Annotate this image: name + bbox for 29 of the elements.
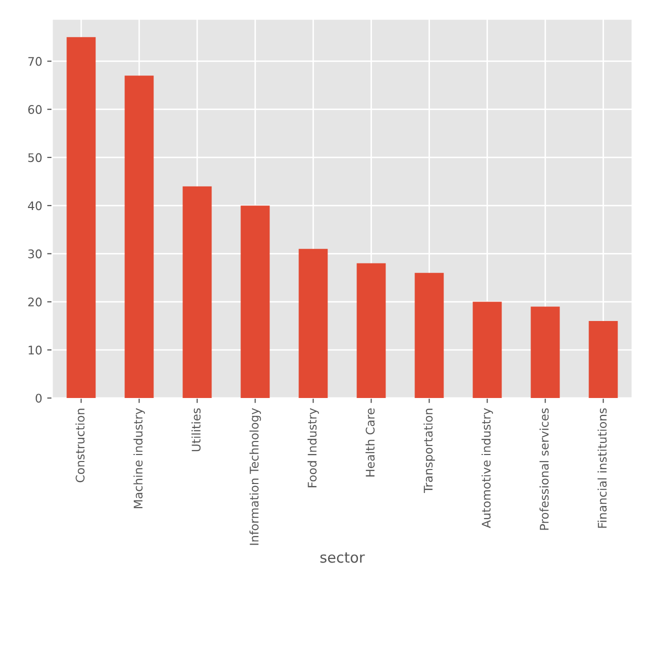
y-tick-label: 40 bbox=[28, 201, 42, 210]
x-tick-label: Automotive industry bbox=[482, 408, 493, 528]
y-tick-label: 70 bbox=[28, 56, 42, 66]
x-tick-label: Transportation bbox=[424, 408, 435, 494]
bar bbox=[472, 302, 502, 398]
bar bbox=[182, 186, 212, 398]
y-tick-label: 20 bbox=[28, 298, 42, 306]
x-tick-label: Utilities bbox=[191, 408, 201, 452]
bar bbox=[356, 263, 386, 398]
bar bbox=[414, 272, 444, 398]
x-tick-label: Financial institutions bbox=[598, 408, 607, 528]
x-axis-title: sector bbox=[320, 552, 365, 563]
x-tick-label: Construction bbox=[75, 408, 85, 482]
y-tick-label: 0 bbox=[36, 394, 42, 403]
x-tick-label: Health Care bbox=[366, 408, 375, 476]
x-tick-label: Information Technology bbox=[249, 408, 261, 545]
bar bbox=[298, 248, 328, 398]
y-tick-label: 60 bbox=[28, 105, 42, 114]
x-tick-label: Machine industry bbox=[133, 408, 145, 508]
bar bbox=[530, 306, 560, 398]
x-tick-label: Professional services bbox=[540, 408, 549, 530]
y-tick-label: 30 bbox=[28, 249, 42, 258]
bar bbox=[588, 321, 618, 398]
bar bbox=[66, 37, 96, 398]
bar bbox=[240, 206, 270, 398]
y-tick-label: 50 bbox=[28, 153, 42, 162]
y-tick-label: 10 bbox=[28, 346, 42, 355]
bar bbox=[124, 76, 154, 398]
x-tick-label: Food Industry bbox=[307, 408, 319, 488]
